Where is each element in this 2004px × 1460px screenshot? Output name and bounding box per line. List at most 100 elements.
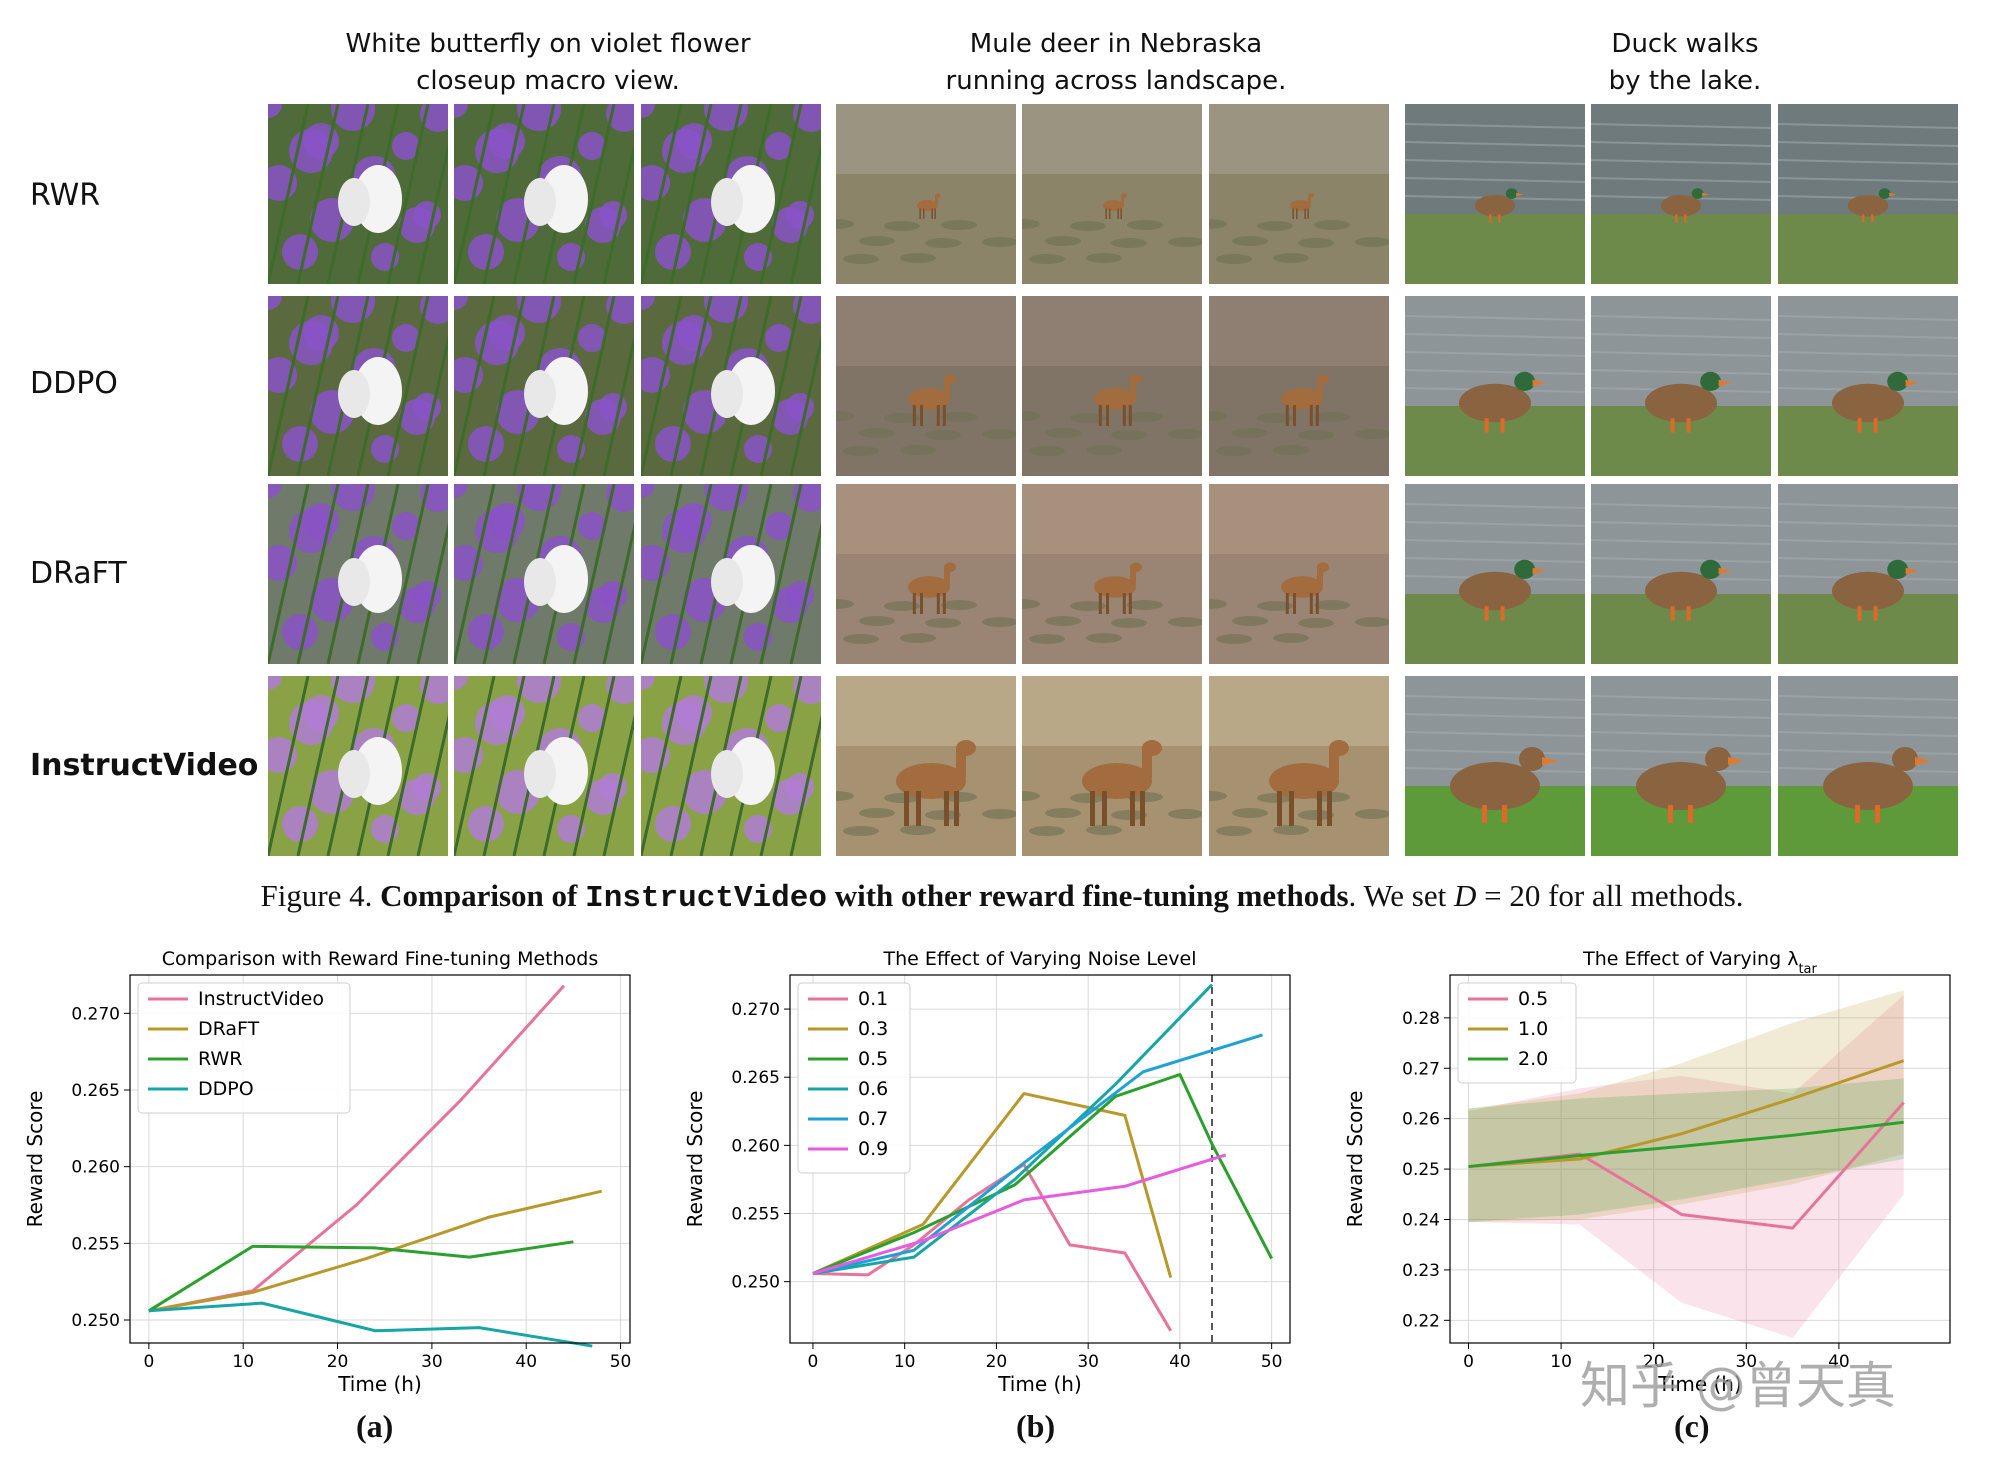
video-frame-deer <box>1209 296 1389 476</box>
prompt-caption-butterfly: White butterfly on violet flower closeup… <box>268 26 828 100</box>
video-frame-butterfly <box>268 104 448 284</box>
video-frame-deer <box>1209 484 1389 664</box>
video-frame-butterfly <box>641 676 821 856</box>
video-frame-duck <box>1778 104 1958 284</box>
y-tick-label: 0.265 <box>71 1081 120 1101</box>
series-line <box>812 1033 1263 1275</box>
y-tick-label: 0.255 <box>731 1205 780 1225</box>
frame-image <box>1778 676 1958 856</box>
chart-title-subscript: tar <box>1798 962 1817 977</box>
video-frame-duck <box>1405 296 1585 476</box>
video-frame-duck <box>1591 296 1771 476</box>
video-frame-duck <box>1591 104 1771 284</box>
video-frame-deer <box>1022 296 1202 476</box>
prompt-line: Mule deer in Nebraska <box>969 29 1263 59</box>
y-axis-label: Reward Score <box>23 1091 47 1228</box>
y-tick-label: 0.250 <box>71 1311 120 1331</box>
row-label-draft: DRaFT <box>30 556 127 591</box>
y-tick-label: 0.250 <box>731 1273 780 1293</box>
prompt-line: running across landscape. <box>945 66 1287 96</box>
plot-frame <box>789 974 1291 1344</box>
frame-image <box>1022 484 1202 664</box>
prompt-caption-duck: Duck walks by the lake. <box>1405 26 1965 100</box>
legend-label: DDPO <box>198 1078 254 1100</box>
frame-image <box>1591 104 1771 284</box>
x-tick-label: 40 <box>515 1352 537 1372</box>
frame-image <box>1778 296 1958 476</box>
video-frame-deer <box>1022 676 1202 856</box>
chart-title: The Effect of Varying Noise Level <box>883 948 1197 970</box>
video-frame-butterfly <box>641 484 821 664</box>
caption-rest-2: = 20 for all methods. <box>1476 878 1744 913</box>
video-frame-deer <box>1209 104 1389 284</box>
video-frame-deer <box>1209 676 1389 856</box>
row-label-rwr: RWR <box>30 178 101 213</box>
frame-image <box>1209 484 1389 664</box>
chart-reward-methods: 0 10 20 30 40 50 0.250 0.255 0.260 0.265 0.270 Comp… <box>0 935 660 1415</box>
caption-prefix: Figure 4. <box>260 878 381 913</box>
x-axis-label: Time (h) <box>1657 1372 1742 1396</box>
prompt-line: closeup macro view. <box>416 66 680 96</box>
video-frame-duck <box>1405 484 1585 664</box>
caption-rest-1: . We set <box>1348 878 1454 913</box>
caption-bold-1: Comparison of <box>380 878 586 913</box>
frame-image <box>1405 676 1585 856</box>
video-frame-deer <box>836 484 1016 664</box>
frame-image <box>454 296 634 476</box>
video-frame-deer <box>1022 104 1202 284</box>
x-axis-label: Time (h) <box>337 1372 422 1396</box>
series-line <box>812 1153 1227 1275</box>
frame-image <box>836 484 1016 664</box>
y-tick-label: 0.270 <box>71 1004 120 1024</box>
plot-frame <box>129 974 631 1344</box>
video-frame-butterfly <box>268 296 448 476</box>
video-frame-duck <box>1591 676 1771 856</box>
prompt-line: Duck walks <box>1611 29 1759 59</box>
y-tick-label: 0.28 <box>1402 1009 1440 1029</box>
legend-label: 0.5 <box>1518 988 1548 1010</box>
caption-method-name: InstructVideo <box>585 881 827 916</box>
legend-label: 0.3 <box>858 1018 888 1040</box>
legend-box <box>797 982 911 1174</box>
y-tick-label: 0.270 <box>731 1000 780 1020</box>
series-line <box>1468 1120 1904 1169</box>
y-tick-label: 0.260 <box>731 1136 780 1156</box>
legend-label: 0.5 <box>858 1048 888 1070</box>
y-tick-label: 0.22 <box>1402 1311 1440 1331</box>
video-frame-deer <box>836 296 1016 476</box>
x-tick-label: 10 <box>894 1352 916 1372</box>
plot-frame <box>1449 974 1951 1344</box>
confidence-band <box>1468 995 1904 1338</box>
legend-label: 0.9 <box>858 1138 888 1160</box>
chart-noise-level: 0 10 20 30 40 50 0.250 0.255 0.260 0.265 0.270 The … <box>660 935 1320 1415</box>
frame-image <box>268 104 448 284</box>
frame-image <box>454 676 634 856</box>
frame-image <box>1591 484 1771 664</box>
frame-image <box>1209 296 1389 476</box>
x-tick-label: 40 <box>1169 1352 1191 1372</box>
video-frame-butterfly <box>641 104 821 284</box>
legend-label: 1.0 <box>1518 1018 1548 1040</box>
x-tick-label: 50 <box>1261 1352 1283 1372</box>
frame-image <box>1022 104 1202 284</box>
frame-image <box>1022 676 1202 856</box>
frame-image <box>1591 296 1771 476</box>
prompt-caption-deer: Mule deer in Nebraska running across lan… <box>836 26 1396 100</box>
series-line <box>812 1092 1173 1278</box>
x-tick-label: 50 <box>610 1352 632 1372</box>
frame-image <box>268 296 448 476</box>
frame-image <box>1778 484 1958 664</box>
x-tick-label: 0 <box>808 1352 819 1372</box>
subfigure-label-b: (b) <box>1016 1408 1056 1444</box>
x-tick-label: 20 <box>986 1352 1008 1372</box>
watermark: 知乎 @曾天真 <box>1580 1357 1896 1415</box>
x-tick-label: 30 <box>421 1352 443 1372</box>
frame-image <box>1778 104 1958 284</box>
video-frame-duck <box>1591 484 1771 664</box>
frame-image <box>268 676 448 856</box>
video-frame-duck <box>1405 676 1585 856</box>
video-frame-deer <box>836 676 1016 856</box>
video-frame-deer <box>1022 484 1202 664</box>
prompt-line: by the lake. <box>1608 66 1762 96</box>
frame-image <box>836 296 1016 476</box>
